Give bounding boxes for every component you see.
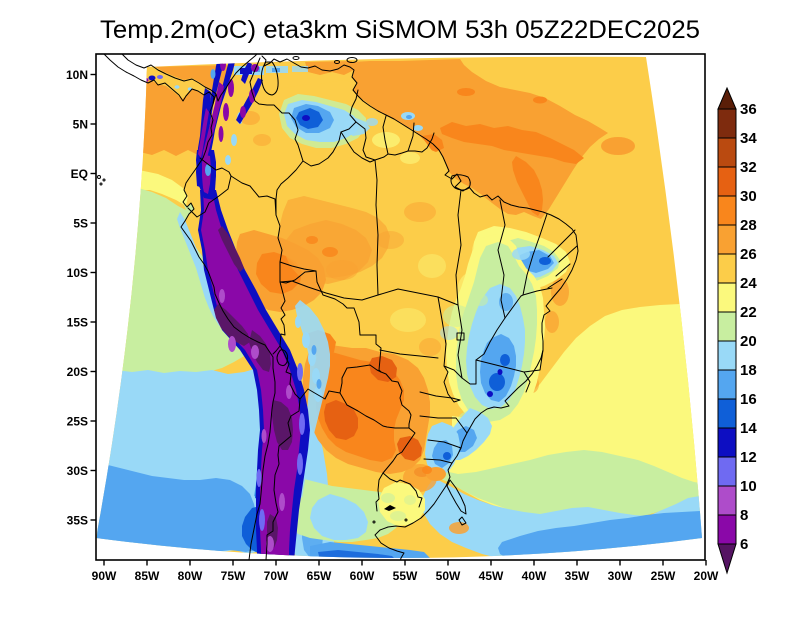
svg-text:30: 30 bbox=[740, 188, 757, 205]
svg-text:45W: 45W bbox=[479, 569, 504, 583]
svg-text:90W: 90W bbox=[92, 569, 117, 583]
svg-text:22: 22 bbox=[740, 304, 757, 321]
svg-text:Temp.2m(oC) eta3km SiSMOM 53h: Temp.2m(oC) eta3km SiSMOM 53h 05Z22DEC20… bbox=[100, 16, 700, 44]
svg-text:32: 32 bbox=[740, 159, 757, 176]
svg-text:25W: 25W bbox=[651, 569, 676, 583]
svg-text:5N: 5N bbox=[73, 118, 88, 132]
svg-text:20W: 20W bbox=[694, 569, 719, 583]
svg-text:30S: 30S bbox=[67, 464, 88, 478]
svg-text:34: 34 bbox=[740, 130, 757, 147]
svg-text:28: 28 bbox=[740, 217, 757, 234]
svg-text:36: 36 bbox=[740, 101, 757, 118]
svg-text:12: 12 bbox=[740, 449, 757, 466]
svg-text:70W: 70W bbox=[264, 569, 289, 583]
svg-text:EQ: EQ bbox=[71, 167, 88, 181]
svg-text:6: 6 bbox=[740, 536, 748, 553]
svg-text:30W: 30W bbox=[608, 569, 633, 583]
svg-text:20: 20 bbox=[740, 333, 757, 350]
svg-text:25S: 25S bbox=[67, 415, 88, 429]
svg-text:15S: 15S bbox=[67, 316, 88, 330]
svg-text:35W: 35W bbox=[565, 569, 590, 583]
svg-text:10: 10 bbox=[740, 478, 757, 495]
svg-text:16: 16 bbox=[740, 391, 757, 408]
svg-text:20S: 20S bbox=[67, 365, 88, 379]
svg-text:85W: 85W bbox=[135, 569, 160, 583]
svg-text:26: 26 bbox=[740, 246, 757, 263]
svg-text:35S: 35S bbox=[67, 514, 88, 528]
svg-text:10N: 10N bbox=[66, 68, 88, 82]
svg-text:80W: 80W bbox=[178, 569, 203, 583]
svg-text:10S: 10S bbox=[67, 266, 88, 280]
svg-text:14: 14 bbox=[740, 420, 757, 437]
svg-text:55W: 55W bbox=[393, 569, 418, 583]
svg-text:5S: 5S bbox=[73, 217, 88, 231]
svg-text:50W: 50W bbox=[436, 569, 461, 583]
svg-text:24: 24 bbox=[740, 275, 757, 292]
svg-text:75W: 75W bbox=[221, 569, 246, 583]
svg-text:40W: 40W bbox=[522, 569, 547, 583]
svg-text:18: 18 bbox=[740, 362, 757, 379]
svg-text:60W: 60W bbox=[350, 569, 375, 583]
svg-text:65W: 65W bbox=[307, 569, 332, 583]
svg-text:8: 8 bbox=[740, 507, 748, 524]
